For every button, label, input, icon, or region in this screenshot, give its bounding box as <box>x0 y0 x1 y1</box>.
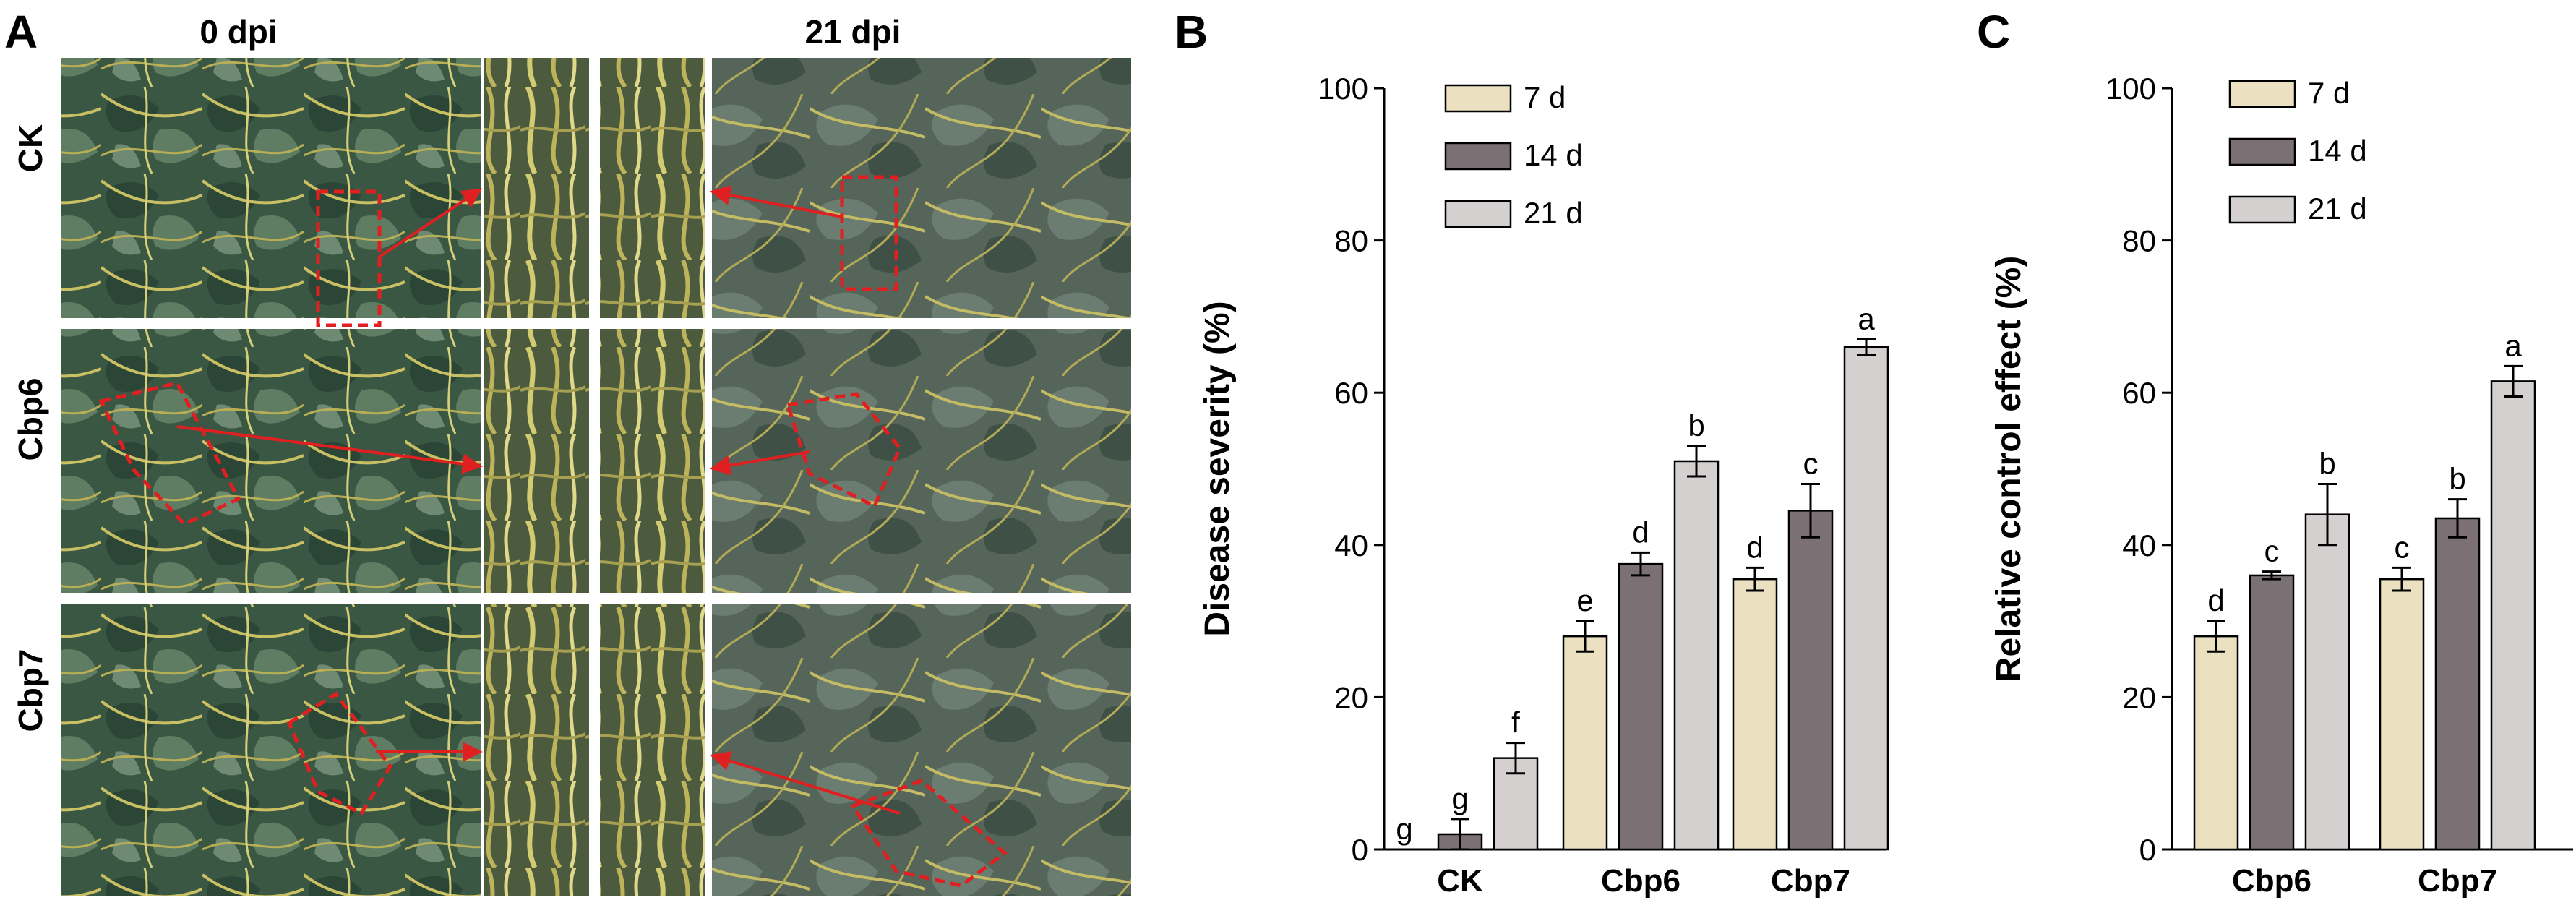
y-tick-label: 60 <box>1334 376 1368 410</box>
significance-letter: b <box>2449 462 2465 496</box>
y-tick-label: 100 <box>2105 72 2156 106</box>
bar-cbp6-7d <box>2193 635 2239 851</box>
row-label-cbp7: Cbp7 <box>12 649 49 732</box>
bar-cbp6-14d <box>2249 574 2295 851</box>
photo-ck-21dpi <box>712 58 1131 318</box>
legend-swatch <box>1444 142 1512 171</box>
significance-letter: g <box>1451 781 1468 815</box>
y-tick-label: 0 <box>2139 833 2156 867</box>
significance-letter: b <box>1688 408 1704 442</box>
significance-letter: d <box>2207 583 2224 617</box>
legend-label: 14 d <box>1524 138 1583 172</box>
significance-letter: d <box>1746 530 1763 564</box>
zoom-cbp6-0dpi <box>484 329 589 593</box>
chart-disease-severity: 0 20 40 60 80 100 Disease severity (%) g g f CK e d b… <box>1198 72 1889 899</box>
bar-cbp7-7d <box>1732 578 1778 851</box>
selection-box-ck-21dpi <box>840 175 898 291</box>
significance-letter: f <box>1511 706 1520 740</box>
bar-cbp7-7d <box>2379 578 2425 851</box>
bar-cbp7-21d <box>1843 346 1889 851</box>
significance-letter: b <box>2319 447 2335 481</box>
significance-letter: e <box>1576 583 1593 617</box>
panel-b-letter: B <box>1175 6 1208 58</box>
bar-cbp7-21d <box>2490 380 2536 851</box>
significance-letter: c <box>1803 447 1819 481</box>
panel-c-letter: C <box>1977 6 2010 58</box>
significance-letter: d <box>1632 515 1649 549</box>
panel-a-letter: A <box>4 6 38 58</box>
column-header-21-dpi: 21 dpi <box>805 13 901 51</box>
panel-a: A 0 dpi 21 dpi CK Cbp6 Cbp7 <box>4 6 1131 896</box>
panel-c: C 0 20 40 60 80 100 Relative control effect (%… <box>1977 6 2573 899</box>
zoom-cbp6-21dpi <box>600 329 705 593</box>
significance-letter: g <box>1396 812 1412 846</box>
zoom-ck-21dpi <box>600 58 705 318</box>
photo-cbp7-0dpi <box>61 604 481 896</box>
y-tick-label: 100 <box>1318 72 1368 106</box>
legend-label: 14 d <box>2308 134 2367 168</box>
column-header-0-dpi: 0 dpi <box>199 13 277 51</box>
row-label-ck: CK <box>12 124 49 172</box>
x-category-label: Cbp7 <box>2418 863 2497 899</box>
y-tick-label: 20 <box>1334 680 1368 714</box>
selection-box-ck-0dpi <box>316 189 382 327</box>
y-axis-label: Disease severity (%) <box>1198 301 1237 636</box>
y-tick-label: 0 <box>1352 833 1368 867</box>
x-category-label: CK <box>1437 863 1483 899</box>
photo-cbp6-21dpi <box>712 329 1131 593</box>
y-tick-label: 40 <box>2122 528 2156 562</box>
selection-box-cbp6-21dpi <box>785 392 902 509</box>
legend-swatch <box>2228 80 2296 108</box>
zoom-cbp7-21dpi <box>600 604 705 896</box>
selection-box-cbp7-0dpi <box>286 691 393 816</box>
significance-letter: a <box>1858 301 1875 335</box>
legend-label: 7 d <box>2308 76 2350 110</box>
arrow-ck-21dpi <box>710 185 843 218</box>
y-tick-label: 60 <box>2122 376 2156 410</box>
x-category-label: Cbp6 <box>2232 863 2311 899</box>
chart-relative-control-effect: 0 20 40 60 80 100 Relative control effect (%) d… <box>1990 72 2573 899</box>
x-category-label: Cbp6 <box>1601 863 1680 899</box>
arrow-ck-0dpi <box>378 188 483 258</box>
legend-label: 21 d <box>1524 196 1583 230</box>
selection-box-cbp7-21dpi <box>850 779 1008 888</box>
y-tick-label: 80 <box>1334 224 1368 258</box>
zoom-ck-0dpi <box>484 58 589 318</box>
legend-swatch <box>2228 195 2296 224</box>
legend-swatch <box>1444 84 1512 113</box>
bar-cbp7-14d <box>2434 517 2481 851</box>
arrow-cbp6-21dpi <box>710 450 810 476</box>
row-label-cbp6: Cbp6 <box>12 378 49 461</box>
bar-cbp6-21d <box>1673 460 1720 851</box>
significance-letter: a <box>2504 328 2522 362</box>
legend-swatch <box>2228 137 2296 166</box>
bar-cbp6-21d <box>2304 513 2350 851</box>
significance-letter: c <box>2395 530 2410 564</box>
legend-label: 21 d <box>2308 192 2367 226</box>
bar-cbp7-14d <box>1787 510 1834 851</box>
selection-box-cbp6-0dpi <box>98 381 241 527</box>
arrow-cbp6-0dpi <box>176 425 483 474</box>
x-category-label: Cbp7 <box>1771 863 1850 899</box>
y-tick-label: 80 <box>2122 224 2156 258</box>
photo-cbp6-0dpi <box>61 329 481 593</box>
legend-swatch <box>1444 200 1512 228</box>
photo-cbp7-21dpi <box>712 604 1131 896</box>
y-axis-label: Relative control effect (%) <box>1990 256 2028 682</box>
panel-b: B 0 20 40 60 80 100 Disease severity (%) g g f CK e… <box>1175 6 1889 899</box>
y-tick-label: 40 <box>1334 528 1368 562</box>
legend-label: 7 d <box>1524 80 1566 114</box>
zoom-cbp7-0dpi <box>484 604 589 896</box>
y-tick-label: 20 <box>2122 680 2156 714</box>
bar-cbp6-14d <box>1618 562 1664 851</box>
bar-cbp6-7d <box>1562 635 1608 851</box>
arrow-cbp7-21dpi <box>710 751 901 815</box>
photo-ck-0dpi <box>61 58 481 318</box>
significance-letter: c <box>2264 534 2280 568</box>
